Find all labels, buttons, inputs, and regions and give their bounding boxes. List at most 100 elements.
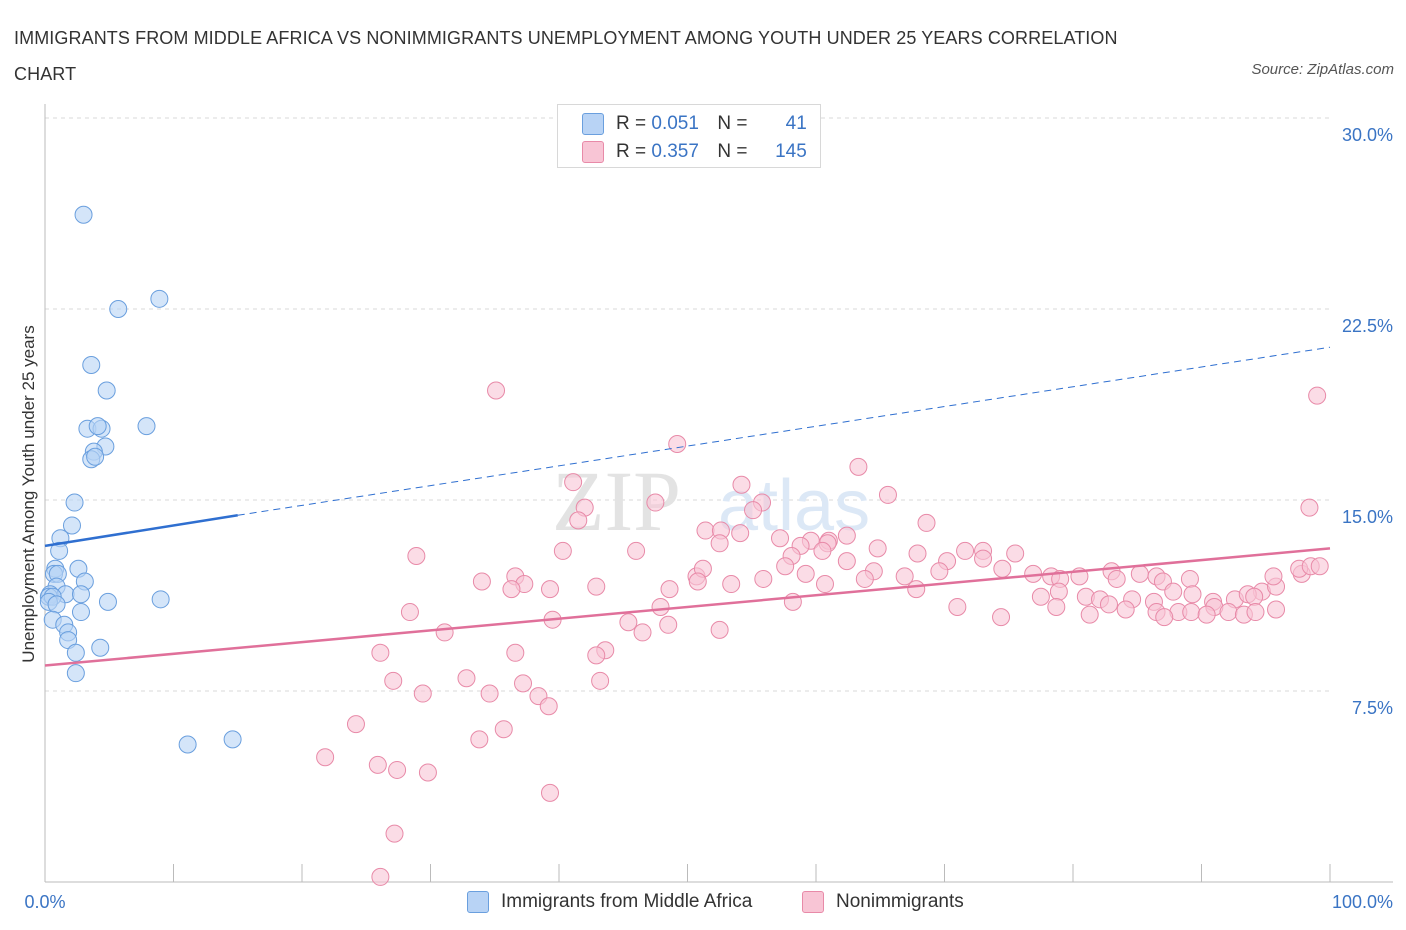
data-point xyxy=(732,475,751,494)
data-point xyxy=(837,526,856,545)
data-point xyxy=(1099,595,1118,614)
data-point xyxy=(385,824,404,843)
data-point xyxy=(65,493,84,512)
data-point xyxy=(646,493,665,512)
legend-n-value: 145 xyxy=(775,141,807,162)
bottom-legend-nonimmigrants: Nonimmigrants xyxy=(802,888,964,916)
data-point xyxy=(948,597,967,616)
data-point xyxy=(956,541,975,560)
legend-r-label: R = xyxy=(616,113,647,134)
y-axis-label: Unemployment Among Youth under 25 years xyxy=(19,325,38,662)
data-point xyxy=(400,603,419,622)
legend-n-label: N = xyxy=(717,141,748,162)
data-point xyxy=(539,697,558,716)
data-point xyxy=(1107,569,1126,588)
legend-n-label: N = xyxy=(717,113,748,134)
y-tick-label: 7.5% xyxy=(1352,698,1393,718)
data-point xyxy=(1308,386,1327,405)
data-point xyxy=(413,684,432,703)
data-point xyxy=(855,569,874,588)
correlation-legend: R = 0.051 N = 41 R = 0.357 N = 145 xyxy=(557,104,821,168)
data-point xyxy=(1300,498,1319,517)
data-point xyxy=(407,547,426,566)
data-point xyxy=(98,592,117,611)
data-point xyxy=(418,763,437,782)
nonimmigrants-trend-line xyxy=(44,547,1331,667)
data-point xyxy=(776,557,795,576)
data-point xyxy=(710,620,729,639)
y-tick-label: 22.5% xyxy=(1342,316,1393,336)
data-point xyxy=(837,552,856,571)
data-point xyxy=(384,671,403,690)
data-point xyxy=(895,567,914,586)
data-point xyxy=(731,524,750,543)
data-point xyxy=(917,513,936,532)
data-point xyxy=(71,603,90,622)
source-label: Source: ZipAtlas.com xyxy=(1251,61,1394,78)
data-point xyxy=(849,457,868,476)
legend-row-nonimmigrants: R = 0.357 N = 145 xyxy=(582,140,807,164)
data-point xyxy=(66,664,85,683)
data-point xyxy=(564,473,583,492)
data-point xyxy=(1155,608,1174,627)
data-point xyxy=(86,447,105,466)
data-point xyxy=(97,381,116,400)
immigrants-points xyxy=(39,205,242,754)
data-point xyxy=(1183,585,1202,604)
data-point xyxy=(993,559,1012,578)
data-point xyxy=(435,623,454,642)
data-point xyxy=(371,643,390,662)
data-point xyxy=(457,669,476,688)
data-point xyxy=(494,720,513,739)
data-point xyxy=(109,300,128,318)
data-point xyxy=(569,511,588,530)
axes xyxy=(44,104,1393,883)
data-point xyxy=(668,434,687,453)
data-point xyxy=(627,541,646,560)
data-point xyxy=(541,580,560,599)
data-point xyxy=(470,730,489,749)
data-point xyxy=(744,501,763,520)
data-point xyxy=(487,381,506,400)
data-point xyxy=(506,643,525,662)
data-point xyxy=(88,417,107,436)
data-point xyxy=(91,638,110,657)
data-point xyxy=(878,485,897,504)
data-point xyxy=(813,541,832,560)
data-point xyxy=(553,541,572,560)
data-point xyxy=(514,674,533,693)
data-point xyxy=(1310,557,1329,576)
x-tick-label: 0.0% xyxy=(24,892,65,912)
data-point xyxy=(796,564,815,583)
data-point xyxy=(1031,587,1050,606)
data-point xyxy=(66,643,85,662)
data-point xyxy=(974,549,993,568)
data-point xyxy=(710,534,729,553)
data-point xyxy=(722,575,741,594)
data-point xyxy=(587,646,606,665)
data-point xyxy=(151,590,170,609)
data-point xyxy=(371,867,390,886)
x-tick-label: 100.0% xyxy=(1332,892,1393,912)
data-point xyxy=(502,580,521,599)
legend-r-value: 0.051 xyxy=(651,113,699,134)
data-point xyxy=(587,577,606,596)
data-point xyxy=(1246,603,1265,622)
legend-n-value: 41 xyxy=(785,113,807,134)
data-point xyxy=(868,539,887,558)
data-point xyxy=(591,671,610,690)
data-point xyxy=(316,748,335,767)
legend-row-immigrants: R = 0.051 N = 41 xyxy=(582,112,807,136)
data-point xyxy=(150,289,169,308)
data-point xyxy=(47,595,66,614)
data-point xyxy=(74,205,93,224)
data-point xyxy=(660,580,679,599)
data-point xyxy=(388,760,407,779)
data-point xyxy=(137,417,156,436)
data-point xyxy=(930,562,949,581)
immigrants-trend-extension xyxy=(237,346,1331,516)
y-tick-labels: 7.5% 15.0% 22.5% 30.0% xyxy=(1342,125,1393,718)
data-point xyxy=(1047,597,1066,616)
data-point xyxy=(82,356,101,375)
